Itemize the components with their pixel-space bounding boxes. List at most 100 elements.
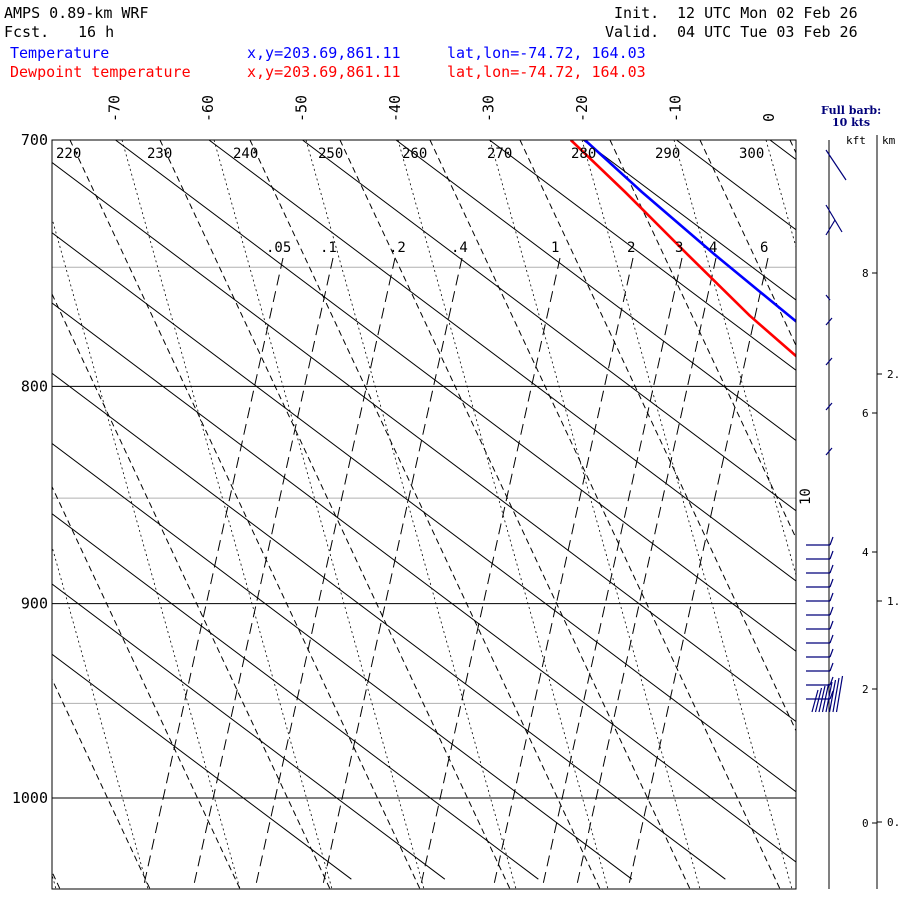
wind-height-panel: Full barb: 10 kts kft km 2. 1. 0. 8 6 4 2 0 10	[798, 104, 900, 889]
isotherm-label: -30	[480, 95, 498, 122]
wind-barb	[825, 357, 833, 366]
wind-barb-flag	[829, 634, 834, 644]
kft-label: 2	[862, 683, 869, 696]
theta-label: 220	[56, 146, 81, 162]
dry-adiabat	[519, 140, 796, 732]
km-label: 2.	[887, 368, 900, 381]
legend-temperature-latlon: lat,lon=-74.72, 164.03	[447, 44, 646, 62]
isotherm-line	[115, 140, 796, 652]
series-line-dewpoint-temperature	[569, 140, 796, 358]
pressure-label-1000: 1000	[12, 789, 48, 807]
dry-adiabat	[52, 292, 331, 889]
mixing-ratio-line	[192, 257, 334, 889]
wind-barb	[825, 219, 836, 236]
mixing-ratio-line	[419, 257, 561, 889]
moist-adiabat	[305, 140, 517, 889]
theta-label: 290	[655, 146, 680, 162]
dry-adiabat	[159, 140, 511, 889]
theta-label: 270	[487, 146, 512, 162]
wind-barb-flag	[829, 578, 834, 588]
wind-barb-flag	[829, 536, 834, 546]
valid-label: Valid.	[605, 23, 660, 41]
wind-barb	[825, 317, 833, 326]
pressure-isobars	[52, 385, 796, 799]
isotherm-line	[395, 140, 796, 442]
moist-adiabat	[765, 140, 796, 249]
km-label: 0.	[887, 816, 900, 829]
wind-barb	[814, 687, 823, 713]
mixing-ratio-line	[492, 257, 634, 889]
wind-barb-flag	[829, 662, 834, 672]
dry-adiabat	[789, 140, 796, 155]
init-time: 12 UTC Mon 02 Feb 26	[677, 4, 858, 22]
isotherm-label: -20	[573, 95, 591, 122]
wind-barb	[825, 681, 833, 713]
legend-temperature-name: Temperature	[10, 44, 110, 62]
dry-adiabat	[699, 140, 796, 347]
isotherm-line	[52, 161, 796, 723]
isotherm-line	[52, 232, 796, 793]
wind-barb	[828, 679, 837, 713]
plot-frame	[51, 139, 797, 890]
pressure-label-900: 900	[21, 595, 48, 613]
isotherm-label: -70	[106, 95, 124, 122]
moist-adiabat	[52, 873, 57, 889]
init-label: Init.	[614, 4, 660, 22]
dry-adiabat	[52, 485, 241, 889]
theta-label: 280	[571, 146, 596, 162]
wind-barb	[811, 689, 819, 713]
dry-adiabat	[880, 140, 900, 889]
moist-adiabat	[858, 140, 900, 889]
height-ticks: 2. 1. 0. 8 6 4 2 0	[862, 267, 900, 830]
dry-adiabat	[429, 140, 781, 889]
moist-adiabat	[52, 545, 149, 889]
mixing-ratio-label: .1	[320, 240, 337, 256]
wind-barb	[825, 149, 847, 181]
wind-barb	[832, 677, 840, 713]
km-unit: km	[882, 134, 896, 147]
wind-barb-flag	[829, 564, 834, 574]
wind-barb	[825, 402, 833, 411]
mixing-ratio-label: 6	[760, 240, 768, 256]
forecast-label: Fcst.	[4, 23, 50, 41]
mixing-ratio-line	[541, 257, 683, 889]
legend-dewpoint-xy: x,y=203.69,861.11	[247, 63, 401, 81]
legend-dewpoint-name: Dewpoint temperature	[10, 63, 191, 81]
isotherm-line	[489, 140, 796, 371]
barb-note-line1: Full barb:	[821, 104, 881, 117]
series-line-temperature	[584, 140, 796, 324]
isotherm-line	[864, 140, 900, 879]
isotherm-label: 0	[760, 113, 778, 122]
kft-unit: kft	[846, 134, 866, 147]
isotherm-line	[208, 140, 796, 582]
diagram-background-lines	[52, 140, 900, 889]
mixing-ratio-line	[254, 257, 396, 889]
isotherm-line	[52, 513, 539, 880]
theta-label: 230	[147, 146, 172, 162]
theta-label: 300	[739, 146, 764, 162]
wind-barb	[821, 683, 830, 713]
wind-barb	[818, 685, 826, 713]
km-label: 1.	[887, 595, 900, 608]
mixing-ratio-label: 1	[551, 240, 559, 256]
isotherm-line	[52, 583, 446, 880]
isotherm-line	[52, 302, 796, 863]
mixing-ratio-line	[575, 257, 717, 889]
kft-label: 4	[862, 546, 869, 559]
isotherm-line	[52, 653, 352, 880]
theta-label: 260	[402, 146, 427, 162]
forecast-value: 16 h	[78, 23, 115, 41]
wind-annotation: 10	[798, 488, 814, 505]
isotherm-line	[52, 372, 726, 880]
isotherm-line	[582, 140, 796, 301]
dry-adiabat	[52, 870, 61, 889]
isotherm-line	[769, 140, 796, 161]
moist-adiabat	[673, 140, 796, 577]
isotherm-label: -60	[199, 95, 217, 122]
model-title: AMPS 0.89-km WRF	[4, 4, 149, 22]
wind-barbs	[806, 149, 847, 713]
mixing-ratio-line	[321, 257, 463, 889]
kft-label: 0	[862, 817, 869, 830]
dry-adiabat	[339, 140, 691, 889]
